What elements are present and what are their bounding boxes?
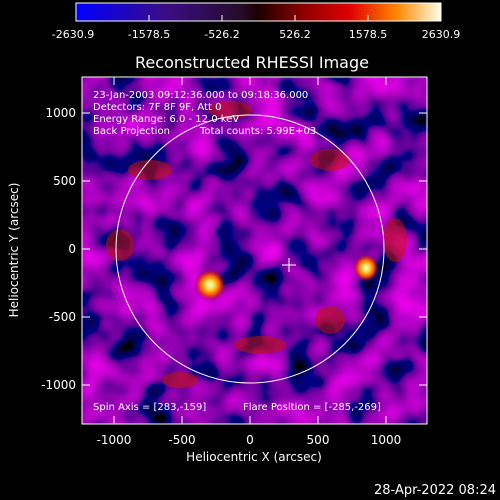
- y-tick-label: -500: [49, 310, 76, 324]
- plot-title: Reconstructed RHESSI Image: [135, 53, 369, 72]
- colorbar-tick-label: -1578.5: [128, 28, 170, 41]
- colorbar-tick-label: -2630.9: [52, 28, 94, 41]
- generation-timestamp: 28-Apr-2022 08:24: [374, 483, 496, 498]
- y-axis-label: Heliocentric Y (arcsec): [7, 183, 21, 318]
- time-range-text: 23-Jan-2003 09:12:36.000 to 09:18:36.000: [93, 90, 308, 101]
- method-text: Back Projection: [93, 126, 170, 137]
- spin-axis-text: Spin Axis = [283,-159]: [93, 402, 206, 413]
- x-axis-label: Heliocentric X (arcsec): [186, 450, 322, 464]
- detectors-text: Detectors: 7F 8F 9F, Att 0: [93, 102, 221, 113]
- x-tick-label: -1000: [97, 433, 132, 447]
- colorbar-tick-label: 526.2: [279, 28, 311, 41]
- map-annotations: 23-Jan-2003 09:12:36.000 to 09:18:36.000…: [93, 90, 381, 413]
- y-tick-label: 1000: [45, 106, 76, 120]
- energy-range-text: Energy Range: 6.0 - 12.0 keV: [93, 114, 239, 125]
- colorbar-tick-label: 2630.9: [422, 28, 461, 41]
- y-tick-label: 500: [53, 174, 76, 188]
- colorbar: -2630.9 -1578.5 -526.2 526.2 1578.5 2630…: [52, 2, 461, 41]
- plot-axes: [81, 76, 428, 425]
- x-tick-label: 1000: [371, 433, 402, 447]
- flare-source: [194, 269, 226, 301]
- flare-position-text: Flare Position = [-285,-269]: [243, 402, 381, 413]
- colorbar-tick-label: -526.2: [204, 28, 239, 41]
- colorbar-gradient: [75, 2, 442, 22]
- y-tick-label: 0: [68, 242, 76, 256]
- x-tick-label: -500: [168, 433, 195, 447]
- map-image: [82, 77, 427, 424]
- x-tick-label: 0: [246, 433, 254, 447]
- colorbar-tick-label: 1578.5: [349, 28, 388, 41]
- secondary-source: [353, 254, 379, 282]
- total-counts-text: Total counts: 5.99E+03: [199, 126, 316, 137]
- x-tick-label: 500: [307, 433, 330, 447]
- solar-limb: [115, 114, 385, 384]
- spin-axis-marker: [282, 258, 296, 272]
- y-tick-label: -1000: [41, 378, 76, 392]
